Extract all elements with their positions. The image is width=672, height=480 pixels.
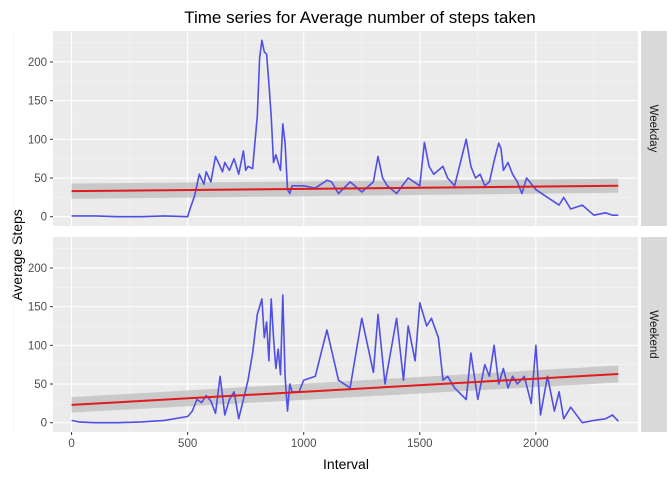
y-tick-label: 50 xyxy=(34,379,47,391)
panel-weekend: 0 500 1000 1500 2000 0 50 100 150 200 Weekend xyxy=(13,237,667,450)
facet-strip xyxy=(641,237,667,432)
y-tick-label: 50 xyxy=(34,173,47,185)
y-tick-label: 0 xyxy=(41,418,47,430)
facet-strip xyxy=(641,31,667,226)
y-tick-label: 0 xyxy=(41,212,47,224)
panel-weekday: 0 50 100 150 200 Weekday xyxy=(13,31,667,226)
chart-title: Time series for Average number of steps … xyxy=(184,8,536,27)
y-axis-title: Average Steps xyxy=(9,209,25,301)
x-tick-label: 1500 xyxy=(407,438,433,450)
y-tick-label: 100 xyxy=(28,134,47,146)
x-axis-title: Interval xyxy=(323,456,369,472)
y-tick-label: 200 xyxy=(28,263,47,275)
y-tick-label: 150 xyxy=(28,96,47,108)
x-tick-label: 1000 xyxy=(291,438,317,450)
y-tick-label: 200 xyxy=(28,57,47,69)
facet-strip-label: Weekday xyxy=(647,105,659,153)
trend-line xyxy=(71,184,619,193)
x-tick-label: 2000 xyxy=(523,438,549,450)
panels-layer: 0 50 100 150 200 Weekday 0 500 1000 1500 2000 0 50 10… xyxy=(13,31,667,450)
x-tick-label: 500 xyxy=(178,438,197,450)
facet-strip-label: Weekend xyxy=(647,310,659,358)
x-tick-label: 0 xyxy=(68,438,74,450)
y-tick-label: 150 xyxy=(28,302,47,314)
trend-line xyxy=(71,372,619,406)
y-tick-label: 100 xyxy=(28,340,47,352)
